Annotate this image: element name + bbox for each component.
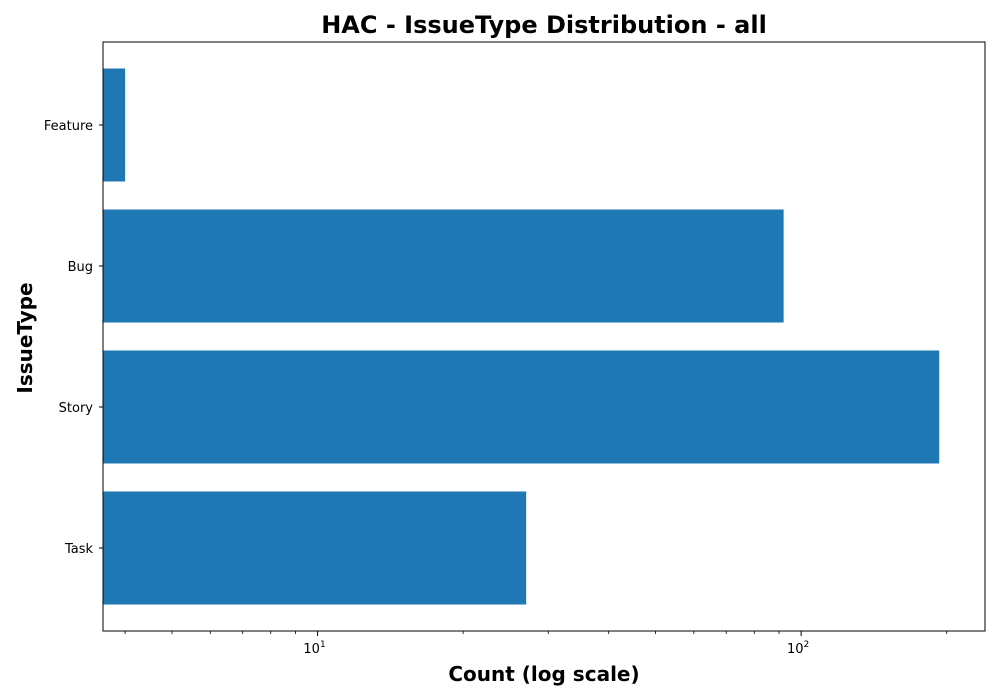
bar-task [103, 491, 527, 605]
chart-title: HAC - IssueType Distribution - all [321, 11, 767, 39]
x-tick-label: 101 [303, 640, 325, 657]
y-tick-label-task: Task [64, 542, 94, 557]
y-axis: Task Story Bug Feature [44, 119, 103, 557]
y-tick-label-bug: Bug [68, 260, 93, 275]
x-axis-label: Count (log scale) [448, 662, 639, 686]
bars-group [103, 68, 940, 605]
x-axis: 101 102 [124, 631, 948, 657]
plot-frame [102, 41, 986, 632]
bar-bug [103, 209, 784, 323]
y-tick-label-story: Story [59, 401, 94, 416]
y-axis-label: IssueType [13, 282, 37, 393]
x-tick-label: 102 [787, 640, 809, 657]
bar-feature [103, 68, 126, 182]
bar-story [103, 350, 940, 464]
y-tick-label-feature: Feature [44, 119, 93, 134]
